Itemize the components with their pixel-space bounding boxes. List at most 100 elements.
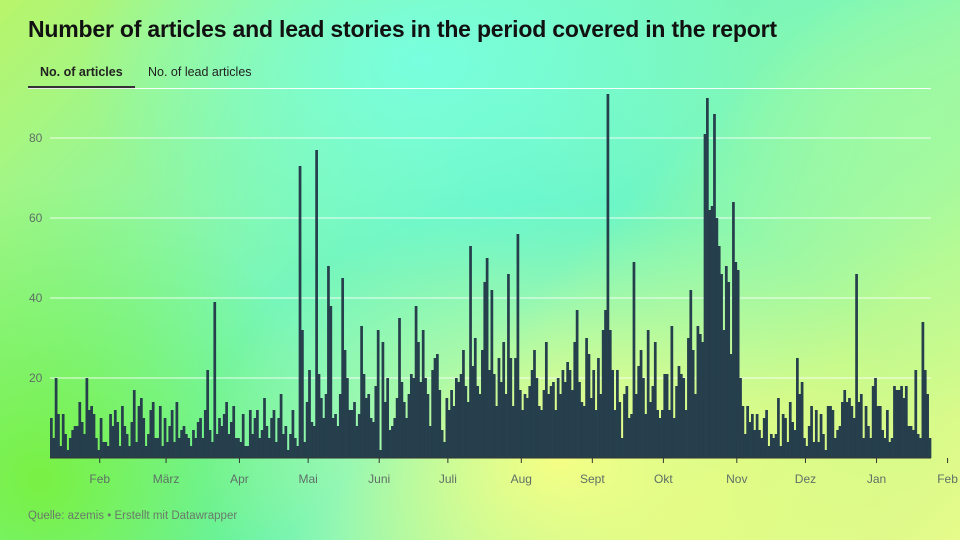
bar[interactable] bbox=[850, 406, 854, 458]
bar[interactable] bbox=[886, 410, 889, 458]
bar[interactable] bbox=[476, 386, 480, 458]
bar[interactable] bbox=[350, 410, 354, 458]
bar[interactable] bbox=[556, 378, 560, 458]
bar[interactable] bbox=[902, 398, 906, 458]
bar[interactable] bbox=[867, 426, 870, 458]
bar[interactable] bbox=[796, 358, 799, 458]
bar[interactable] bbox=[128, 446, 131, 458]
bar[interactable] bbox=[530, 370, 534, 458]
bar[interactable] bbox=[78, 402, 82, 458]
bar[interactable] bbox=[213, 302, 217, 458]
bar[interactable] bbox=[900, 386, 903, 458]
bar[interactable] bbox=[535, 378, 539, 458]
bar[interactable] bbox=[211, 442, 214, 458]
bar[interactable] bbox=[431, 370, 435, 458]
bar[interactable] bbox=[841, 402, 844, 458]
bar[interactable] bbox=[419, 382, 423, 458]
bar[interactable] bbox=[398, 318, 401, 458]
bar[interactable] bbox=[327, 266, 330, 458]
bar[interactable] bbox=[50, 418, 53, 458]
bar[interactable] bbox=[665, 374, 669, 458]
bar[interactable] bbox=[857, 402, 861, 458]
bar[interactable] bbox=[156, 438, 160, 458]
bar[interactable] bbox=[237, 438, 240, 458]
bar[interactable] bbox=[61, 414, 65, 458]
bar[interactable] bbox=[85, 378, 89, 458]
bar[interactable] bbox=[784, 418, 787, 458]
bar[interactable] bbox=[163, 418, 167, 458]
bar[interactable] bbox=[639, 350, 643, 458]
bar[interactable] bbox=[447, 410, 451, 458]
bar[interactable] bbox=[203, 410, 207, 458]
bar[interactable] bbox=[817, 442, 821, 458]
bar[interactable] bbox=[762, 418, 766, 458]
bar[interactable] bbox=[405, 418, 408, 458]
bar[interactable] bbox=[928, 438, 932, 458]
bar[interactable] bbox=[786, 442, 790, 458]
bar[interactable] bbox=[644, 414, 648, 458]
bar[interactable] bbox=[552, 382, 555, 458]
bar[interactable] bbox=[286, 450, 290, 458]
bar[interactable] bbox=[135, 442, 138, 458]
bar[interactable] bbox=[871, 386, 875, 458]
bar[interactable] bbox=[874, 378, 877, 458]
bar[interactable] bbox=[360, 326, 363, 458]
bar[interactable] bbox=[324, 394, 328, 458]
bar[interactable] bbox=[189, 446, 193, 458]
bar[interactable] bbox=[822, 434, 825, 458]
bar[interactable] bbox=[473, 338, 477, 458]
bar[interactable] bbox=[646, 330, 650, 458]
bar[interactable] bbox=[433, 358, 437, 458]
bar[interactable] bbox=[227, 434, 231, 458]
bar[interactable] bbox=[357, 414, 361, 458]
bar[interactable] bbox=[843, 390, 847, 458]
bar[interactable] bbox=[528, 386, 532, 458]
bar[interactable] bbox=[142, 418, 146, 458]
bar[interactable] bbox=[149, 410, 153, 458]
bar[interactable] bbox=[80, 422, 84, 458]
bar[interactable] bbox=[450, 390, 453, 458]
bar[interactable] bbox=[372, 422, 375, 458]
bar[interactable] bbox=[814, 410, 818, 458]
bar[interactable] bbox=[544, 342, 548, 458]
bar[interactable] bbox=[92, 414, 96, 458]
bar[interactable] bbox=[916, 434, 920, 458]
bar[interactable] bbox=[483, 282, 487, 458]
bar[interactable] bbox=[890, 438, 894, 458]
bar[interactable] bbox=[234, 438, 238, 458]
bar[interactable] bbox=[414, 306, 418, 458]
bar[interactable] bbox=[751, 414, 754, 458]
bar[interactable] bbox=[912, 430, 915, 458]
bar[interactable] bbox=[343, 350, 347, 458]
bar[interactable] bbox=[68, 438, 72, 458]
bar[interactable] bbox=[367, 394, 371, 458]
bar[interactable] bbox=[407, 394, 411, 458]
bar[interactable] bbox=[694, 394, 697, 458]
bar[interactable] bbox=[772, 438, 776, 458]
bar[interactable] bbox=[481, 350, 484, 458]
bar[interactable] bbox=[239, 442, 243, 458]
bar[interactable] bbox=[412, 378, 416, 458]
bar[interactable] bbox=[341, 278, 345, 458]
bar[interactable] bbox=[632, 262, 636, 458]
bar[interactable] bbox=[895, 390, 899, 458]
bar[interactable] bbox=[158, 406, 162, 458]
bar[interactable] bbox=[571, 390, 574, 458]
bar[interactable] bbox=[409, 374, 413, 458]
bar[interactable] bbox=[428, 426, 432, 458]
bar[interactable] bbox=[798, 394, 802, 458]
bar[interactable] bbox=[206, 370, 210, 458]
bar[interactable] bbox=[838, 426, 842, 458]
bar[interactable] bbox=[653, 342, 657, 458]
bar[interactable] bbox=[303, 442, 307, 458]
bar[interactable] bbox=[194, 438, 198, 458]
bar[interactable] bbox=[454, 378, 458, 458]
bar[interactable] bbox=[549, 386, 553, 458]
bar[interactable] bbox=[495, 406, 498, 458]
bar[interactable] bbox=[888, 442, 892, 458]
bar[interactable] bbox=[452, 406, 456, 458]
bar[interactable] bbox=[123, 426, 127, 458]
bar[interactable] bbox=[182, 426, 186, 458]
bar[interactable] bbox=[542, 390, 546, 458]
bar[interactable] bbox=[587, 354, 591, 458]
